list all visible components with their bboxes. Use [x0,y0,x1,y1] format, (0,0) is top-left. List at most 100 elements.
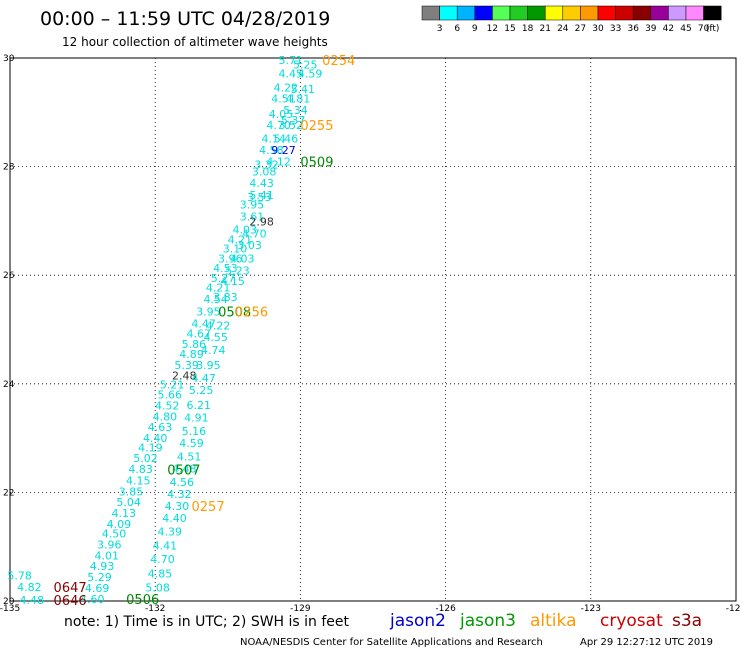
data-point-label: 2.48 [172,370,197,383]
data-point-label: 4.09 [107,518,132,531]
data-point-label: 4.69 [85,582,110,595]
y-axis-ticks: 20 22 24 26 28 30 [3,54,15,607]
data-point-label: 3.53 [247,191,272,204]
data-point-label: 3.03 [237,239,262,252]
data-point-label: 4.82 [17,581,42,594]
data-point-label: 3.08 [252,165,277,178]
satellite-legend: jason2 jason3 altika cryosat s3a [389,611,702,631]
data-point-label: 4.48 [172,463,197,476]
colorbar-label: 45 [680,24,691,34]
data-point-label: 3.61 [240,211,265,224]
data-point-label: 4.01 [95,549,120,562]
data-point-label: 4.47 [191,318,216,331]
data-point-label: 3.95 [196,306,221,319]
data-point-label: 4.45 [278,68,303,81]
data-point-label: 4.93 [90,560,115,573]
colorbar-swatch [456,5,476,21]
colorbar-label: 21 [539,24,550,34]
data-point-label: 3.52 [278,119,303,132]
data-point-label: 4.40 [143,432,168,445]
colorbar-swatch [509,5,528,21]
colorbar-swatch [650,5,669,21]
data-point-label: 4.05 [269,108,294,121]
legend-item-s3a: s3a [672,611,702,631]
data-point-label: 4.13 [111,507,136,520]
data-point-label: 4.14 [262,132,287,145]
data-point-label: 4.70 [266,119,291,132]
time-label: 0255 [300,119,333,134]
time-label: 0509 [300,156,333,171]
data-point-label: 4.52 [155,400,180,413]
data-point-label: 4.58 [259,144,284,157]
data-point-label: 4.50 [102,528,127,541]
data-point-label: 4.21 [228,233,253,246]
data-point-label: 4.41 [153,540,178,553]
colorbar-swatch [527,5,546,21]
x-tick-label: -126 [435,604,456,614]
colorbar-label: 12 [487,24,498,34]
colorbar-swatch [562,5,581,21]
data-point-label: 5.71 [278,54,303,67]
data-point-label: 4.40 [162,512,187,525]
colorbar-label: 39 [645,24,657,34]
time-label: 0647 [54,581,87,596]
data-point-label: 4.22 [206,320,231,333]
colorbar-label: 3 [437,24,443,34]
x-tick-label: -123 [581,604,601,614]
colorbar-swatch [703,5,722,21]
data-point-label: 3.85 [119,485,144,498]
data-point-label: 5.02 [133,452,158,465]
footer-timestamp: Apr 29 12:27:12 UTC 2019 [580,637,713,648]
data-point-label: 4.30 [165,500,190,513]
colorbar-legend: 3 6 9 12 15 18 21 24 27 30 33 36 39 42 45 70(ft) [421,5,722,34]
plot-frame [9,57,737,602]
colorbar-swatch [597,5,616,21]
data-point-label: 4.70 [242,227,267,240]
colorbar-swatch [474,5,493,21]
data-point-label: 4.53 [213,262,238,275]
data-point-label: 5.29 [87,571,112,584]
x-tick-label: -132 [145,604,165,614]
data-point-label: 5.86 [182,338,207,351]
colorbar-label: 36 [627,24,639,34]
legend-item-cryosat: cryosat [600,611,663,631]
data-point-label: 4.32 [167,488,192,501]
time-label: 0506 [126,593,159,608]
legend-item-jason3: jason3 [459,611,516,631]
colorbar-label: 24 [557,24,569,34]
data-point-label: 4.80 [153,410,178,423]
legend-item-jason2: jason2 [389,611,446,631]
time-label: 0254 [322,54,355,69]
colorbar-label: 18 [522,24,534,34]
data-point-label: 9.27 [271,144,296,157]
data-point-label: 4.51 [271,93,296,106]
data-point-label: 5.37 [281,114,306,127]
data-point-label: 4.22 [274,81,299,94]
data-point-label: 3.83 [213,291,238,304]
data-point-label: 4.03 [230,252,255,265]
colorbar-swatch [544,5,564,21]
x-tick-label: -129 [290,604,311,614]
data-point-label: 5.04 [116,496,141,509]
chart-title: 00:00 – 11:59 UTC 04/28/2019 [40,8,330,30]
data-point-label: 4.19 [138,441,163,454]
colorbar-swatch [615,5,634,21]
data-point-label: 5.25 [293,59,318,72]
chart-subtitle: 12 hour collection of altimeter wave hei… [62,35,328,49]
colorbar-label: 6 [454,24,460,34]
colorbar-label: (ft) [706,24,720,34]
x-tick-label: -120 [726,604,740,614]
colorbar-swatch [632,5,652,21]
y-tick-label: 20 [3,597,15,607]
data-point-label: 2.98 [249,215,274,228]
colorbar-swatch [492,5,511,21]
data-point-label: 5.16 [182,425,207,438]
data-point-label: 4.51 [177,451,202,464]
data-point-label: 4.70 [150,553,175,566]
data-point-label: 4.89 [179,348,204,361]
data-point-label: 3.95 [196,359,221,372]
colorbar-label: 42 [663,24,674,34]
data-point-label: 4.85 [148,567,173,580]
data-point-label: 4.60 [80,593,105,606]
data-point-label: 5.66 [157,389,182,402]
